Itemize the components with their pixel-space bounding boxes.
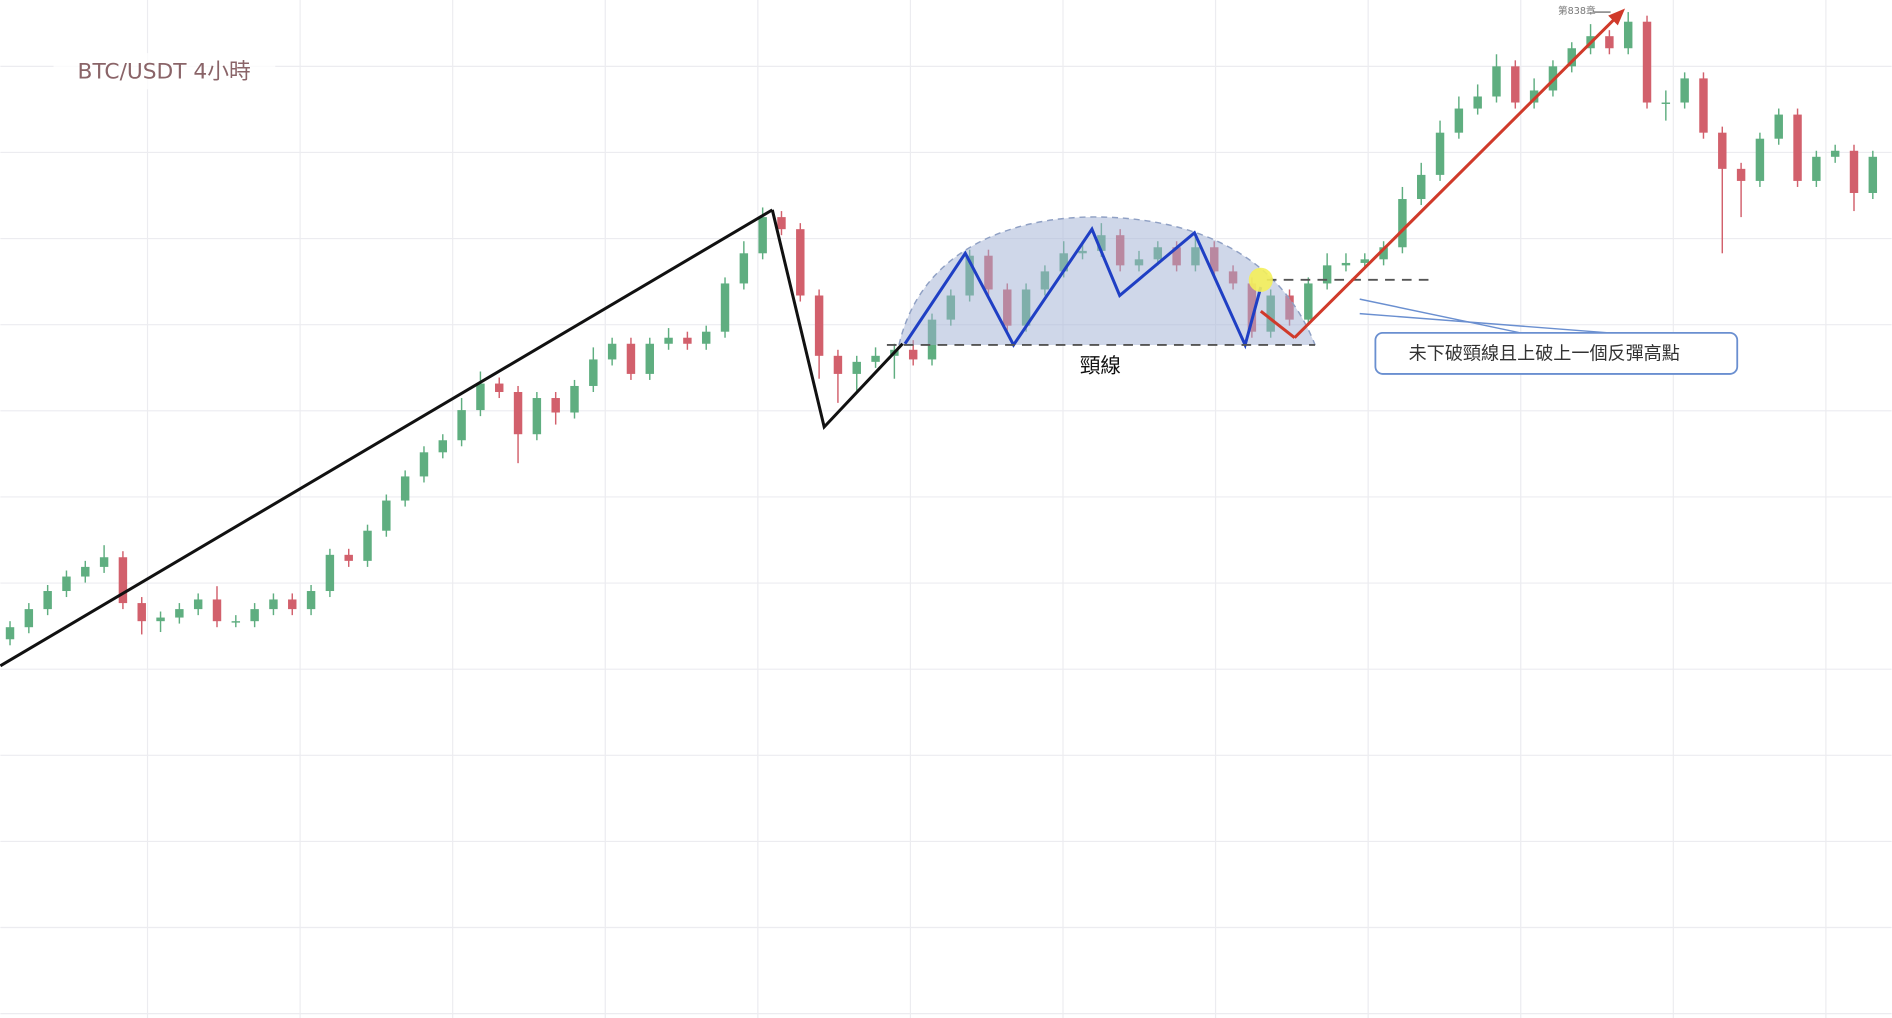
candle-body xyxy=(175,609,184,618)
candle-body xyxy=(99,557,109,567)
candle-body xyxy=(852,361,861,374)
candle-body xyxy=(551,398,560,413)
callout-text: 未下破頸線且上破上一個反彈高點 xyxy=(1409,344,1680,365)
candle-body xyxy=(871,355,880,362)
trend-line xyxy=(0,208,774,668)
candle-body xyxy=(814,295,824,356)
candle-body xyxy=(156,617,165,622)
candle-body xyxy=(607,343,617,360)
candle-body xyxy=(62,576,71,592)
candle-body xyxy=(438,440,448,453)
candle-body xyxy=(1511,66,1520,103)
candle-body xyxy=(739,253,749,284)
candle-body xyxy=(1830,150,1840,157)
overlays: 未下破頸線且上破上一個反彈高點 頸線 第838章 BTC/USDT 4小時 xyxy=(0,5,1739,668)
candle-body xyxy=(1661,102,1671,104)
highlight-dot xyxy=(1248,267,1273,292)
arrow-head xyxy=(1608,8,1626,26)
candle-body xyxy=(400,476,410,501)
candle-body xyxy=(683,337,692,344)
candle-body xyxy=(570,385,579,413)
candle-body xyxy=(1605,36,1614,49)
candle-body xyxy=(589,359,598,386)
pullback-line xyxy=(770,209,904,431)
candle-body xyxy=(645,343,654,374)
candle-body xyxy=(325,554,335,592)
chart-title: BTC/USDT 4小時 xyxy=(78,59,251,84)
candle-body xyxy=(664,337,673,344)
candle-body xyxy=(701,331,711,344)
candle-body xyxy=(513,392,523,435)
candle-body xyxy=(1454,108,1464,133)
candle-body xyxy=(1379,247,1388,260)
candle-body xyxy=(269,599,278,610)
candle-body xyxy=(1360,259,1370,263)
candle-body xyxy=(382,500,391,531)
watermark: 第838章 xyxy=(1558,5,1596,17)
candle-body xyxy=(1849,150,1859,193)
candle-body xyxy=(1567,48,1576,67)
candle-body xyxy=(1435,132,1445,175)
candle-body xyxy=(43,591,52,610)
candle-body xyxy=(5,627,15,640)
candle-body xyxy=(1529,90,1539,103)
candle-body xyxy=(212,599,222,622)
candle-body xyxy=(1774,114,1783,139)
candle-body xyxy=(796,229,805,296)
candle-body xyxy=(24,609,34,628)
candle-body xyxy=(1699,78,1708,133)
candle-body xyxy=(81,566,90,577)
title-backdrop xyxy=(53,53,276,90)
callout-box xyxy=(1374,331,1739,375)
candle-body xyxy=(363,530,372,561)
candle-body xyxy=(1304,283,1313,320)
dome-shade xyxy=(898,216,1316,345)
candle-body xyxy=(344,554,353,561)
candle-body xyxy=(476,383,485,411)
candle-body xyxy=(1492,66,1501,97)
candle-body xyxy=(1736,168,1746,181)
candle-body xyxy=(419,452,429,477)
candle-body xyxy=(626,343,636,374)
dip-line xyxy=(1259,310,1296,339)
breakout-arrow xyxy=(1293,15,1618,339)
candle-body xyxy=(833,355,843,374)
candle-body xyxy=(250,609,259,622)
candle-body xyxy=(137,603,146,622)
callout-pointer xyxy=(1359,298,1533,337)
candle-body xyxy=(1623,21,1633,49)
candle-body xyxy=(720,283,730,332)
candle-body xyxy=(1322,265,1332,284)
candle-body xyxy=(1718,132,1727,169)
candle-body xyxy=(495,383,504,393)
candle-body xyxy=(231,621,241,623)
neckline-label: 頸線 xyxy=(1080,354,1121,378)
candle-body xyxy=(1812,156,1821,181)
candle-body xyxy=(1341,262,1351,266)
candle-body xyxy=(306,591,316,610)
candle-body xyxy=(288,599,297,610)
candle-body xyxy=(1417,174,1426,200)
candle-body xyxy=(1642,21,1652,103)
candle-body xyxy=(1680,78,1689,103)
candle-body xyxy=(532,398,542,435)
candle-body xyxy=(1868,156,1878,193)
candle-body xyxy=(777,217,786,230)
candle-body xyxy=(193,599,203,610)
candle-body xyxy=(1398,199,1407,248)
candle-body xyxy=(118,557,128,604)
pattern-line xyxy=(903,226,1263,350)
candle-body xyxy=(1793,114,1802,181)
candle-body xyxy=(1755,138,1765,181)
candle-body xyxy=(457,410,466,441)
callout-pointer xyxy=(1359,312,1641,337)
candle-body xyxy=(908,349,918,360)
candle-body xyxy=(758,217,767,254)
candle-body xyxy=(1473,96,1482,109)
